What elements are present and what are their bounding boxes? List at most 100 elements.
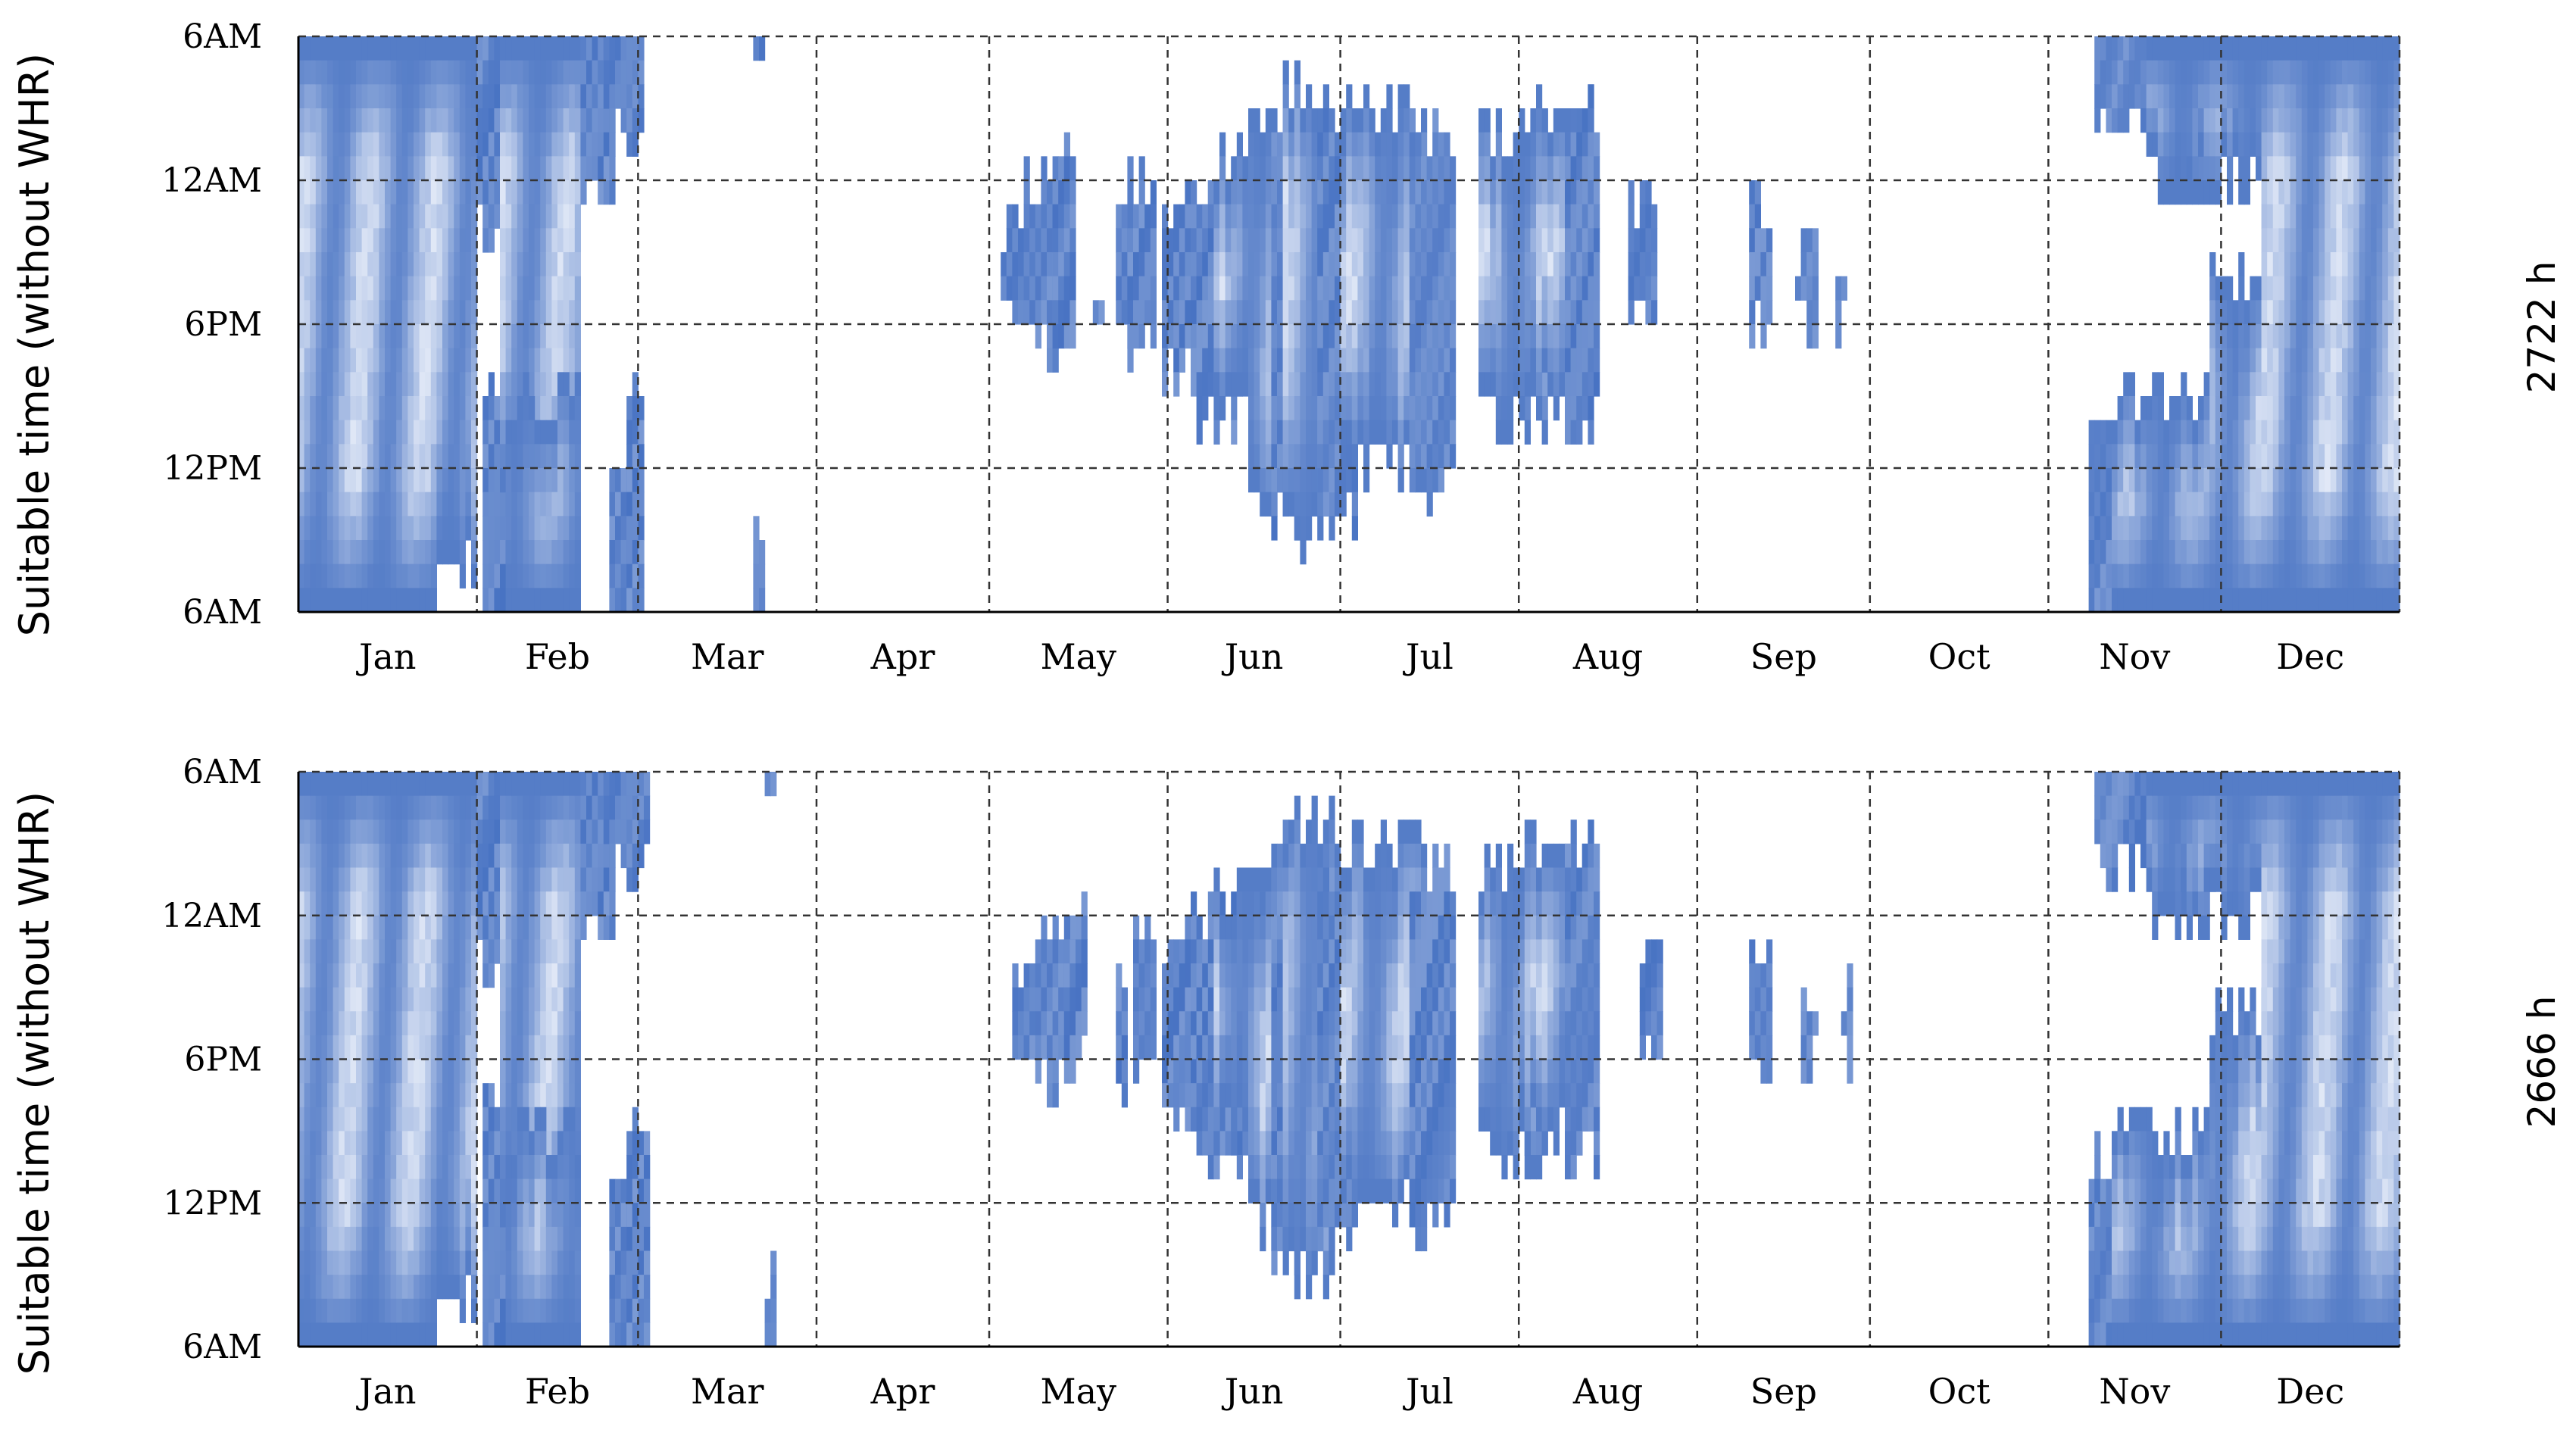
heat-cell <box>436 1131 443 1156</box>
heat-cell <box>379 1059 386 1084</box>
heat-cell <box>1421 180 1428 205</box>
heat-cell <box>304 180 311 205</box>
heat-cell <box>396 1322 403 1347</box>
heat-cell <box>2278 252 2285 277</box>
heat-cell <box>401 963 408 988</box>
heat-cell <box>534 348 541 373</box>
heat-cell <box>339 1203 345 1228</box>
heat-cell <box>2301 108 2308 133</box>
heat-cell <box>339 963 345 988</box>
heat-cell <box>2140 36 2147 61</box>
heat-cell <box>315 563 322 588</box>
heat-cell <box>2221 492 2228 517</box>
heat-cell <box>407 60 414 85</box>
heat-cell <box>500 84 507 109</box>
heat-cell <box>1397 420 1404 445</box>
heat-cell <box>2169 540 2176 565</box>
heat-cell <box>2128 588 2135 613</box>
heat-cell <box>523 420 529 445</box>
heat-cell <box>2278 468 2285 493</box>
heat-cell <box>1484 300 1491 325</box>
heat-cell <box>534 84 541 109</box>
heat-cell <box>401 588 408 613</box>
heat-cell <box>1300 468 1307 493</box>
heat-cell <box>2261 396 2268 421</box>
heat-cell <box>471 372 478 397</box>
heat-cell <box>2387 420 2394 445</box>
heat-cell <box>465 60 472 85</box>
heat-cell <box>1294 396 1300 421</box>
heat-cell <box>344 891 351 916</box>
heat-cell <box>379 915 386 940</box>
heat-cell <box>361 36 368 61</box>
heat-cell <box>367 987 374 1012</box>
heat-cell <box>488 228 495 253</box>
heat-cell <box>2243 36 2250 61</box>
heat-cell <box>1357 228 1364 253</box>
heat-cell <box>2169 420 2176 445</box>
heat-cell <box>1392 348 1399 373</box>
heat-cell <box>609 84 616 109</box>
heat-cell <box>2232 563 2239 588</box>
heat-cell <box>545 156 552 181</box>
heat-cell <box>1260 132 1266 157</box>
heat-cell <box>1335 372 1341 397</box>
heat-cell <box>333 1083 339 1108</box>
heat-cell <box>1386 372 1393 397</box>
heat-cell <box>1645 228 1652 253</box>
heat-cell <box>367 60 374 85</box>
heat-cell <box>2313 492 2320 517</box>
heat-cell <box>2163 563 2170 588</box>
heat-cell <box>517 540 523 565</box>
heat-cell <box>1421 156 1428 181</box>
heat-cell <box>1450 300 1457 325</box>
heat-cell <box>1507 396 1514 421</box>
heat-cell <box>2296 60 2303 85</box>
heat-cell <box>2318 563 2325 588</box>
heat-cell <box>626 36 633 61</box>
heat-cell <box>448 180 454 205</box>
heat-cell <box>373 156 379 181</box>
heat-cell <box>321 468 328 493</box>
heat-cell <box>448 540 454 565</box>
heat-cell <box>517 180 523 205</box>
heat-cell <box>1426 276 1433 301</box>
heat-cell <box>2347 468 2354 493</box>
heat-cell <box>1236 276 1243 301</box>
heat-cell <box>304 1155 311 1180</box>
heat-cell <box>1490 348 1497 373</box>
heat-cell <box>476 180 483 205</box>
heat-cell <box>436 963 443 988</box>
heat-cell <box>1322 132 1329 157</box>
heat-cell <box>2152 84 2159 109</box>
heat-cell <box>2221 563 2228 588</box>
heat-cell <box>350 867 357 892</box>
heat-cell <box>339 204 345 229</box>
heat-cell <box>2232 300 2239 325</box>
heat-cell <box>344 60 351 85</box>
heat-cell <box>2146 588 2153 613</box>
heat-cell <box>401 1298 408 1323</box>
heat-cell <box>2221 516 2228 541</box>
heat-cell <box>2393 372 2400 397</box>
heat-cell <box>419 1226 426 1252</box>
heat-cell <box>2134 588 2141 613</box>
heat-cell <box>442 180 449 205</box>
heat-cell <box>310 1322 317 1347</box>
heat-cell <box>1265 396 1272 421</box>
heat-cell <box>511 324 518 349</box>
heat-cell <box>425 492 432 517</box>
heat-cell <box>321 915 328 940</box>
heat-cell <box>2318 108 2325 133</box>
heat-cell <box>1294 372 1300 397</box>
heat-cell <box>2128 420 2135 445</box>
heat-cell <box>1553 228 1560 253</box>
heat-cell <box>471 891 478 916</box>
heat-cell <box>603 60 610 85</box>
heat-cell <box>1311 468 1318 493</box>
heat-cell <box>2272 132 2279 157</box>
heat-cell <box>2106 60 2112 85</box>
heat-cell <box>2169 156 2176 181</box>
heat-cell <box>454 1226 461 1252</box>
heat-cell <box>321 1035 328 1060</box>
